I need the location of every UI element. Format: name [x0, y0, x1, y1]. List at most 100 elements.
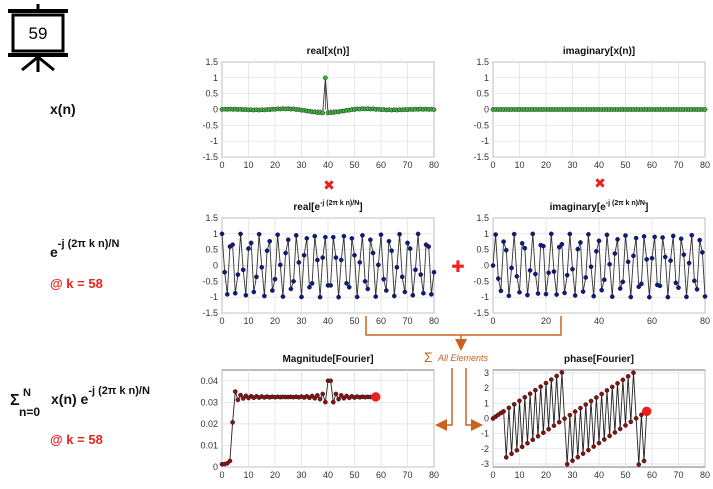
data-point [702, 294, 708, 299]
y-tick-label: 0 [213, 261, 218, 271]
data-point [490, 263, 496, 268]
data-point [333, 255, 339, 260]
data-point [299, 294, 304, 300]
x-tick-label: 0 [490, 160, 495, 170]
data-point [599, 391, 605, 397]
x-tick-label: 60 [376, 316, 386, 326]
chart-title: phase[Fourier] [564, 354, 634, 365]
data-point [365, 286, 371, 292]
data-point [328, 283, 333, 288]
chart-title: Magnitude[Fourier] [282, 354, 373, 365]
data-point [272, 276, 278, 282]
data-point [301, 252, 307, 258]
data-point [556, 244, 562, 250]
data-point [599, 287, 605, 293]
data-point [431, 107, 437, 112]
x-tick-label: 60 [647, 160, 657, 170]
data-point [407, 246, 413, 251]
data-point [227, 458, 233, 464]
data-point [320, 391, 326, 397]
data-point [376, 262, 381, 268]
y-tick-label: -0.5 [202, 120, 218, 130]
title-base: real[e [293, 202, 320, 213]
y-tick-label: 0.5 [205, 245, 218, 255]
data-point [312, 233, 318, 239]
x-tick-label: 10 [514, 160, 524, 170]
data-point [381, 276, 386, 282]
y-tick-label: -1.5 [202, 308, 218, 318]
sum-formula: Σ N n=0 x(n) e-j (2π k n)/N [10, 385, 150, 419]
data-point [601, 277, 607, 283]
data-point [625, 259, 631, 265]
data-point [256, 231, 262, 237]
data-point [304, 236, 310, 241]
data-point [601, 437, 607, 442]
data-point [686, 260, 692, 266]
data-point [503, 454, 509, 460]
data-point [232, 290, 238, 296]
data-point [617, 286, 623, 291]
data-point [639, 412, 644, 418]
data-point [243, 292, 249, 298]
y-tick-label: 1 [213, 73, 218, 83]
real-x-chart: 1.510.50-0.5-1-1.50 10 20 30 40 50 60 70 80real[… [202, 46, 439, 170]
all-elements-label: All Elements [437, 353, 489, 363]
data-point [262, 293, 267, 299]
data-point [562, 290, 567, 296]
data-point [556, 419, 562, 425]
x-tick-label: 60 [376, 470, 386, 480]
data-point [522, 394, 528, 400]
data-point [548, 377, 554, 382]
data-point [543, 380, 549, 386]
data-point [405, 240, 410, 246]
x-tick-label: 10 [243, 470, 253, 480]
imag-exp-chart: 1.510.50-0.5-1-1.50 20 40 60 80imaginary[e-j… [473, 200, 710, 326]
data-point [649, 255, 655, 261]
y-tick-label: -1 [481, 429, 489, 439]
data-point [254, 274, 259, 280]
y-tick-label: 0 [484, 414, 489, 424]
data-point [344, 281, 349, 286]
data-point [575, 246, 581, 252]
data-point [580, 451, 586, 456]
sum-body: x(n) e-j (2π k n)/N [51, 385, 150, 407]
data-point [264, 248, 270, 254]
data-point [662, 254, 668, 260]
data-point [501, 409, 506, 414]
data-point [346, 284, 352, 290]
data-point [604, 232, 610, 238]
data-point [543, 291, 549, 297]
data-point [633, 416, 639, 421]
data-point [357, 260, 363, 265]
data-point [315, 257, 320, 263]
data-point [527, 268, 533, 273]
data-point [330, 234, 336, 240]
chart-title: real[e-j (2π k n)/N] [293, 200, 362, 213]
sum-superscript: -j (2π k n)/N [88, 385, 150, 397]
title-base: imaginary[e [550, 202, 607, 213]
x-tick-label: 0 [219, 160, 224, 170]
data-point [240, 267, 246, 273]
data-point [570, 458, 575, 464]
title-superscript: -j (2π k n)/N [320, 200, 359, 207]
presentation-board-icon [8, 4, 68, 72]
sigma-symbol: Σ [10, 392, 20, 409]
data-point [495, 276, 501, 281]
x-tick-label: 40 [323, 316, 333, 326]
y-tick-label: 1.5 [476, 57, 489, 67]
x-tick-label: 50 [620, 160, 630, 170]
data-point [541, 430, 546, 436]
title-superscript: -j (2π k n)/N [606, 200, 645, 207]
data-point [235, 272, 241, 277]
chart-title: imaginary[x(n)] [563, 46, 635, 57]
x-tick-label: 0 [490, 470, 495, 480]
y-tick-label: 0.5 [476, 245, 489, 255]
data-point [641, 458, 647, 464]
data-point [660, 235, 665, 240]
y-tick-label: -1.5 [473, 308, 489, 318]
y-tick-label: 2 [484, 383, 489, 393]
x-tick-label: 30 [567, 470, 577, 480]
data-point [625, 373, 631, 379]
data-point [681, 252, 687, 258]
data-point [541, 243, 546, 249]
